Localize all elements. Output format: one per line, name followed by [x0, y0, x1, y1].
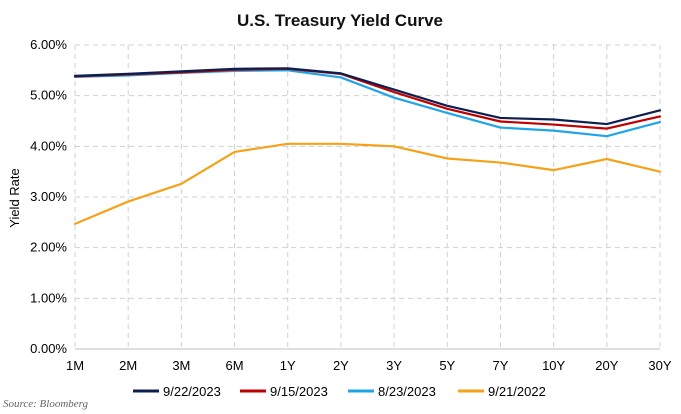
y-tick-label: 4.00% [30, 138, 67, 153]
series-lines [73, 67, 662, 225]
x-tick-label: 20Y [595, 358, 618, 373]
legend-label: 9/22/2023 [163, 384, 221, 399]
x-tick-label: 1Y [280, 358, 296, 373]
y-tick-label: 0.00% [30, 341, 67, 356]
y-tick-label: 3.00% [30, 189, 67, 204]
y-tick-label: 6.00% [30, 37, 67, 52]
series-line [73, 67, 662, 126]
legend-label: 8/23/2023 [378, 384, 436, 399]
y-tick-label: 2.00% [30, 240, 67, 255]
x-tick-label: 3Y [386, 358, 402, 373]
x-tick-label: 6M [226, 358, 244, 373]
y-tick-label: 1.00% [30, 290, 67, 305]
x-tick-label: 30Y [648, 358, 671, 373]
x-tick-label: 5Y [439, 358, 455, 373]
x-tick-label: 2Y [333, 358, 349, 373]
chart-title: U.S. Treasury Yield Curve [237, 11, 443, 30]
legend: 9/22/2023 9/15/2023 8/23/2023 9/21/2022 [133, 384, 546, 399]
x-axis-ticks: 1M 2M 3M 6M 1Y 2Y 3Y 5Y 7Y 10Y 20Y 30Y [66, 358, 672, 373]
x-tick-label: 1M [66, 358, 84, 373]
series-line [73, 142, 662, 225]
legend-label: 9/21/2022 [488, 384, 546, 399]
x-tick-label: 3M [172, 358, 190, 373]
y-tick-label: 5.00% [30, 88, 67, 103]
y-axis-label: Yield Rate [7, 168, 22, 228]
source-note: Source: Bloomberg [3, 398, 89, 410]
y-axis-ticks: 0.00% 1.00% 2.00% 3.00% 4.00% 5.00% 6.00% [30, 37, 67, 356]
grid-lines [74, 44, 661, 350]
x-tick-label: 10Y [542, 358, 565, 373]
legend-label: 9/15/2023 [270, 384, 328, 399]
series-line [73, 67, 662, 130]
x-tick-label: 7Y [493, 358, 509, 373]
x-tick-label: 2M [119, 358, 137, 373]
